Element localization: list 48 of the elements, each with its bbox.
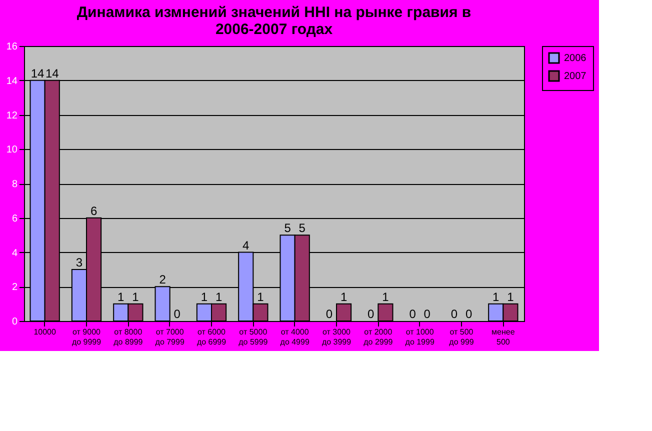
data-label: 5 <box>298 221 306 236</box>
x-tick-label: 10000 <box>34 328 57 336</box>
y-tick-label: 2 <box>12 282 18 294</box>
data-label: 1 <box>132 290 140 304</box>
chart-title: Динамика измнений значений HHI на рынке гравия в 2006-2007 годах <box>76 4 472 38</box>
y-tick-label: 10 <box>6 144 18 156</box>
data-label: 0 <box>409 307 416 321</box>
data-label: 14 <box>45 66 60 80</box>
data-label: 0 <box>368 307 375 321</box>
y-tick-label: 16 <box>6 42 18 52</box>
x-tick-label: от 1000 до 1999 <box>405 328 435 346</box>
legend-label: 2007 <box>564 71 587 82</box>
y-tick-label: 14 <box>6 76 18 87</box>
y-tick-label: 0 <box>12 316 18 328</box>
y-tick-label: 6 <box>12 213 18 224</box>
data-label: 1 <box>492 290 500 304</box>
data-label: 0 <box>450 307 458 321</box>
data-label: 1 <box>507 290 514 304</box>
y-tick-label: 12 <box>6 110 18 122</box>
data-label: 5 <box>284 221 292 236</box>
data-label: 0 <box>326 307 333 321</box>
data-label: 0 <box>174 307 181 321</box>
x-tick-label: от 9000 до 9999 <box>72 328 102 346</box>
data-label: 0 <box>424 307 431 321</box>
data-label: 1 <box>340 290 348 304</box>
x-tick-label: от 500 до 999 <box>449 328 474 346</box>
x-tick-label: от 4000 до 4999 <box>280 328 310 346</box>
y-tick-label: 8 <box>12 179 18 190</box>
legend-label: 2006 <box>564 53 587 64</box>
data-label: 1 <box>257 290 264 304</box>
x-tick-label: от 3000 до 3999 <box>322 328 352 346</box>
data-label: 4 <box>242 238 250 252</box>
data-label: 14 <box>30 66 45 80</box>
x-tick-label: от 8000 до 8999 <box>114 328 144 346</box>
data-label: 0 <box>465 307 472 321</box>
data-label: 1 <box>215 290 222 304</box>
data-label: 1 <box>200 290 208 304</box>
data-label: 2 <box>159 272 166 287</box>
data-label: 1 <box>382 290 390 304</box>
x-tick-label: от 7000 до 7999 <box>155 328 185 346</box>
data-label: 6 <box>90 204 98 218</box>
y-tick-label: 4 <box>12 248 18 259</box>
x-tick-label: от 2000 до 2999 <box>364 328 394 346</box>
data-label: 3 <box>76 255 83 270</box>
data-label: 1 <box>118 290 125 304</box>
x-tick-label: от 6000 до 6999 <box>196 328 227 346</box>
x-tick-label: от 5000 до 5999 <box>238 328 268 346</box>
x-tick-label: менее 500 <box>492 328 516 346</box>
